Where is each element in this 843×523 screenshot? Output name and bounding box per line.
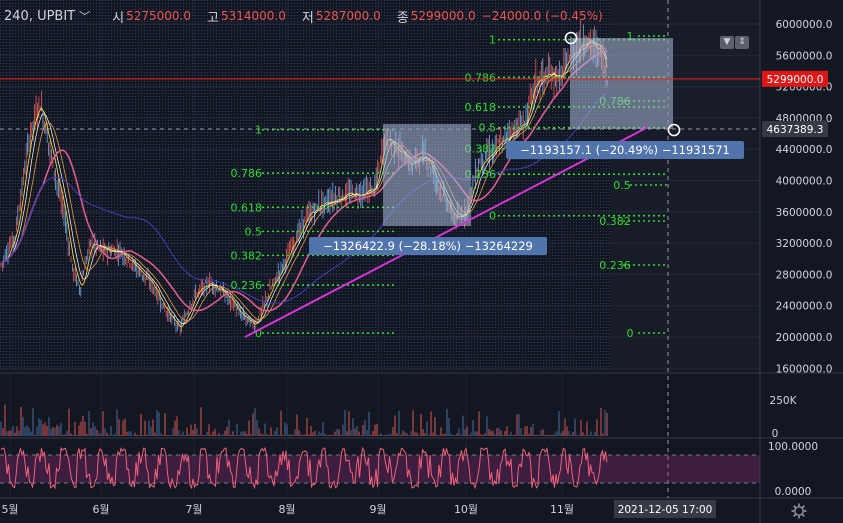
price-axis-label: 5600000.0 — [776, 50, 833, 62]
measure-label-text: −1193157.1 (−20.49%) −11931571 — [520, 143, 730, 157]
open-value: 5275000.0 — [126, 9, 192, 23]
fib-retracement-left: 1 0.786 0.618 0.5 0.382 0.236 0 — [231, 124, 396, 340]
time-axis-label: 6월 — [92, 503, 109, 516]
time-axis-label: 10월 — [454, 503, 478, 516]
volume-axis-label: 0 — [772, 428, 779, 440]
fib-level-label: 0.618 — [231, 201, 263, 214]
close-value: 5299000.0 — [410, 9, 476, 23]
gear-icon[interactable] — [791, 503, 807, 519]
volume-bars — [0, 404, 608, 436]
change-value: −24000.0 (−0.45%) — [481, 9, 603, 23]
scroll-down-icon[interactable]: ▼ — [720, 36, 734, 49]
chart-legend-header: 240, UPBIT ﹀ 시 5275000.0 고 5314000.0 저 5… — [4, 6, 619, 26]
fib-level-label: 0.786 — [465, 71, 497, 84]
osc-line — [0, 446, 608, 490]
measure-box-left — [383, 124, 471, 226]
price-axis-label: 1600000.0 — [776, 363, 833, 375]
osc-axis-label: 0.0000 — [775, 486, 812, 498]
fib-level-label: 0 — [489, 210, 496, 223]
fib-level-label: 0.382 — [231, 249, 263, 262]
drawing-handle — [667, 123, 681, 137]
fib-level-label: 1 — [255, 124, 262, 137]
price-axis-label: 2000000.0 — [776, 332, 833, 344]
price-axis-label: 4000000.0 — [776, 176, 833, 188]
low-value: 5287000.0 — [315, 9, 381, 23]
low-label: 저 — [301, 10, 314, 26]
fib-level-label: 0 — [255, 327, 262, 340]
price-axis-label: 4400000.0 — [776, 144, 833, 156]
price-axis-label: 3200000.0 — [776, 238, 833, 250]
price-axis-label: 2800000.0 — [776, 269, 833, 281]
drawing-handle — [564, 31, 578, 45]
ma-line-pink — [0, 50, 608, 312]
osc-axis-label: 100.0000 — [768, 441, 818, 453]
cursor-price-badge-text: 4637389.3 — [767, 124, 824, 136]
high-label: 고 — [207, 10, 219, 26]
fib-level-label: 1 — [627, 30, 634, 43]
cursor-price-badge — [762, 121, 828, 137]
volume-axis-label: 250K — [770, 395, 798, 407]
time-axis-label: 7월 — [185, 503, 202, 516]
ma-line-blue — [0, 92, 608, 304]
scroll-updown-icon[interactable]: ⇕ — [735, 36, 749, 49]
measure-label-left: −1326422.9 (−28.18%) −13264229 — [309, 237, 547, 255]
measure-label-right: −1193157.1 (−20.49%) −11931571 — [506, 141, 744, 159]
cursor-time-badge-text: 2021-12-05 17:00 — [618, 504, 713, 516]
chevron-down-icon[interactable]: ﹀ — [79, 10, 91, 23]
current-price-badge — [762, 70, 828, 87]
fib-level-label: 0.5 — [479, 122, 497, 135]
fib-level-label: 0.236 — [465, 168, 497, 181]
close-label: 종 — [396, 10, 409, 26]
fib-level-label: 0.236 — [231, 279, 263, 292]
measure-box-right — [570, 38, 673, 129]
fib-level-label: 0.5 — [245, 225, 263, 238]
fib-level-label: 0.786 — [231, 167, 263, 180]
fib-level-label: 0.382 — [599, 215, 631, 228]
ma-line-yellow — [0, 40, 608, 328]
osc-band — [0, 455, 760, 483]
high-value: 5314000.0 — [220, 9, 286, 23]
current-price-badge-text: 5299000.0 — [767, 74, 824, 86]
fib-level-label: 0.618 — [465, 101, 497, 114]
price-axis-label: 6000000.0 — [776, 19, 833, 31]
ma-line-white — [0, 41, 608, 324]
fib-level-label: 1 — [489, 34, 496, 47]
price-axis-label: 2400000.0 — [776, 301, 833, 313]
symbol-title[interactable]: 240, UPBIT — [4, 8, 76, 24]
time-axis-label: 8월 — [278, 503, 295, 516]
time-axis-label: 11월 — [550, 503, 574, 516]
fib-level-label: 0 — [627, 327, 634, 340]
open-label: 시 — [112, 10, 125, 26]
time-axis-label: 5월 — [1, 503, 18, 516]
price-axis-label: 3600000.0 — [776, 207, 833, 219]
measure-label-text: −1326422.9 (−28.18%) −13264229 — [323, 239, 533, 253]
fib-level-label: 0.382 — [465, 142, 497, 155]
time-axis: 5월 6월 7월 8월 9월 10월 11월 — [1, 503, 574, 516]
time-axis-label: 9월 — [369, 503, 386, 516]
fib-level-label: 0.236 — [599, 259, 631, 272]
fib-level-label: 0.5 — [613, 179, 631, 192]
cursor-time-badge — [614, 500, 716, 518]
session-shading — [0, 0, 611, 372]
trend-line — [244, 126, 649, 338]
